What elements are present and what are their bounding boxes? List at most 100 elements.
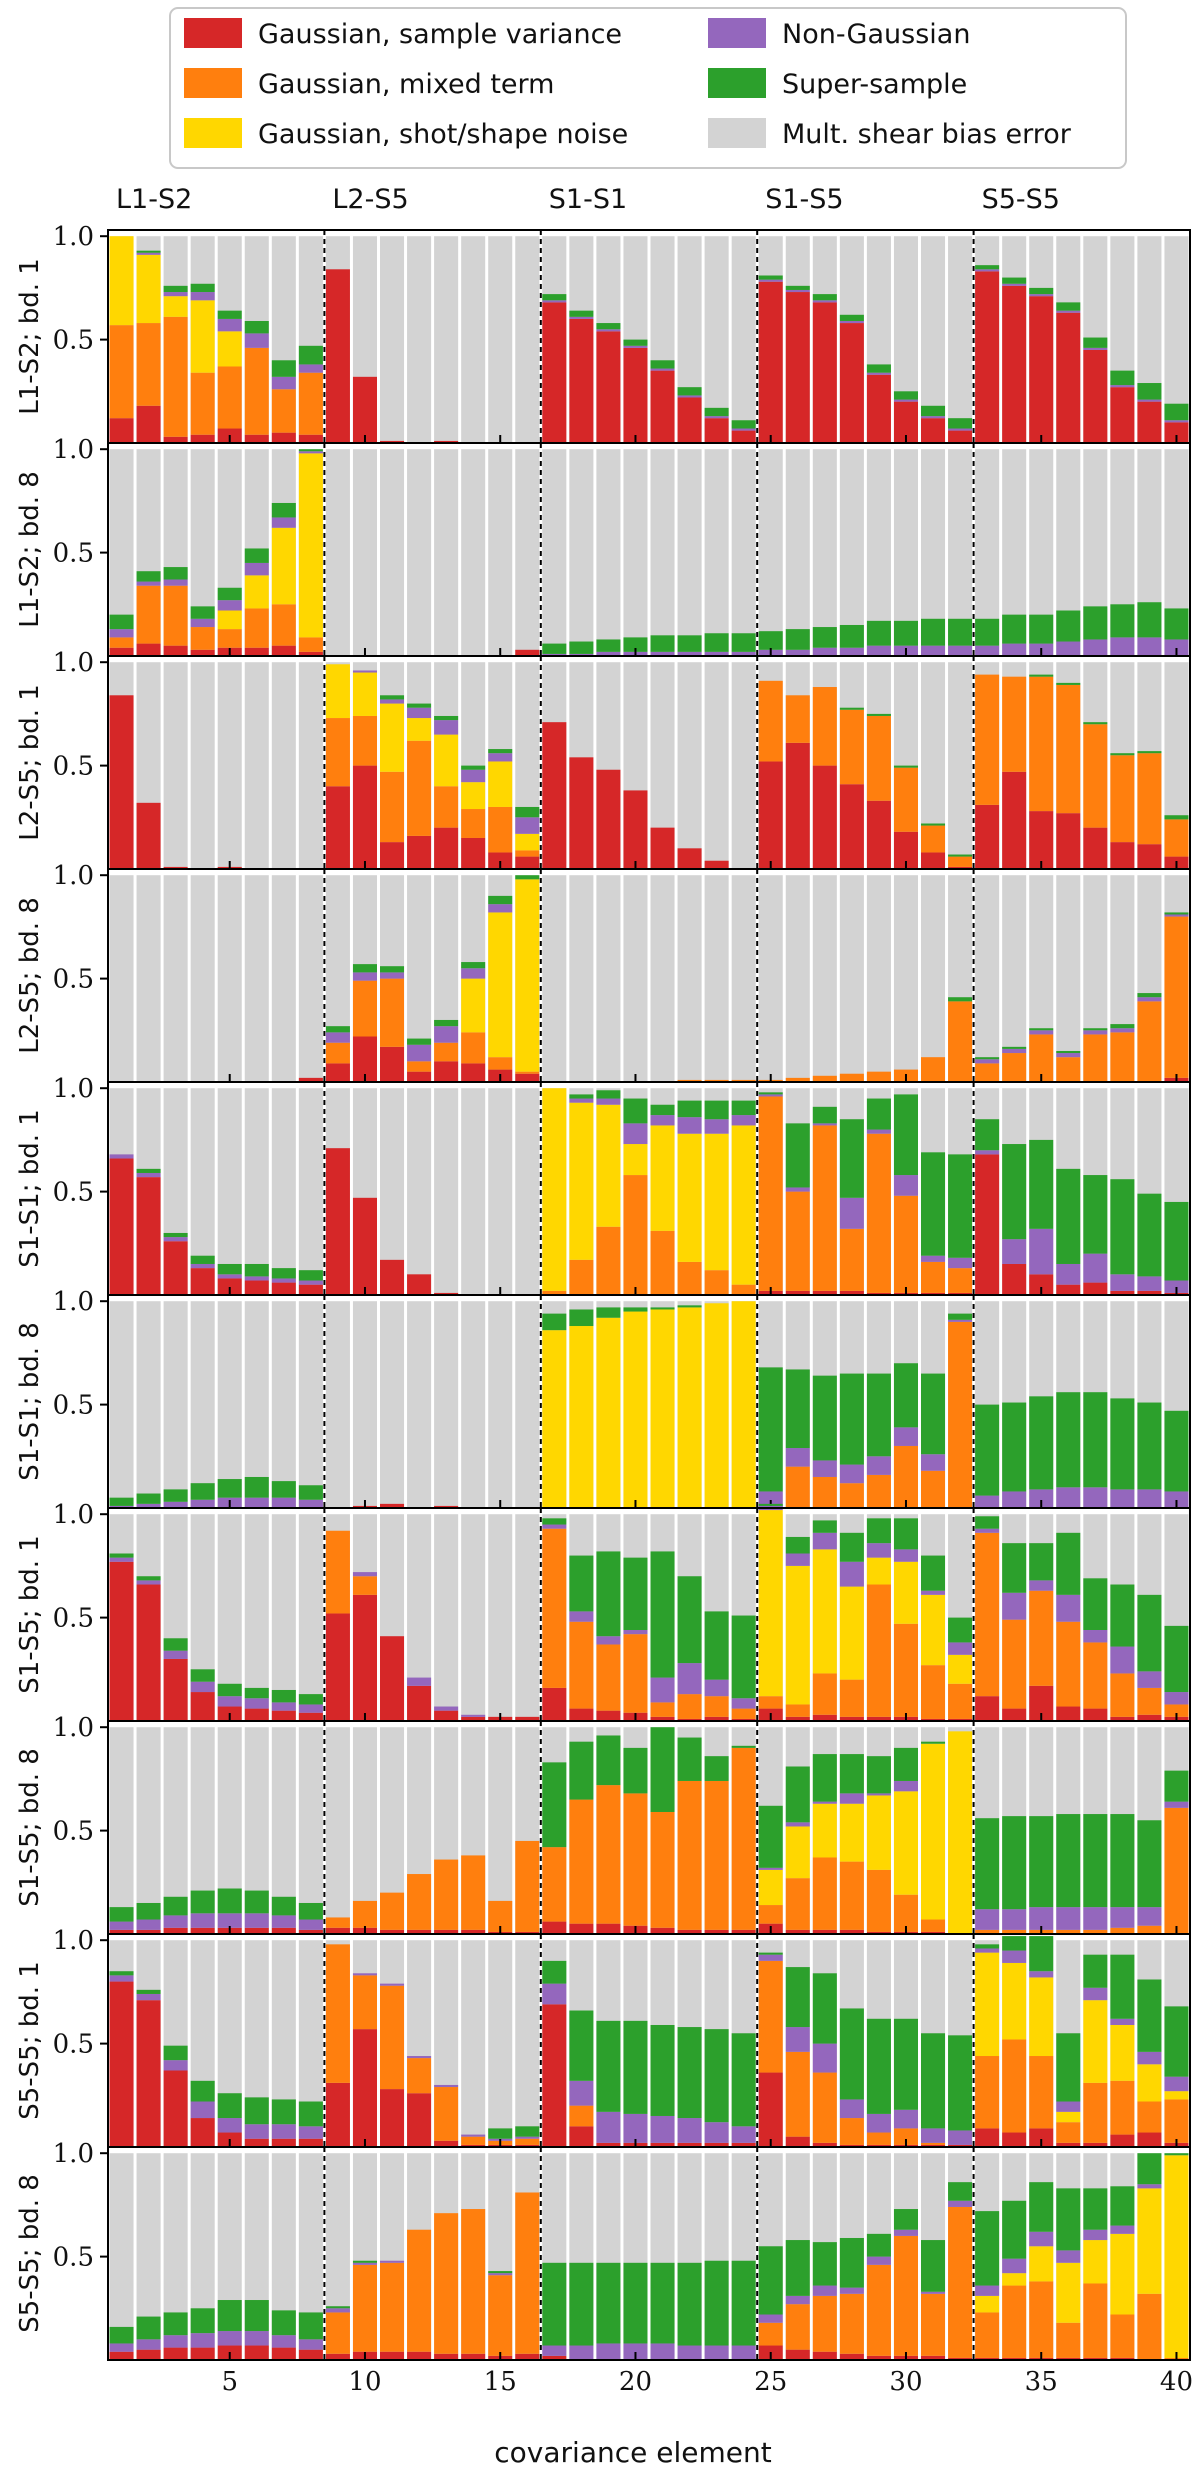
- bar-shear-bias: [109, 2153, 134, 2360]
- bar-supersample: [244, 1263, 269, 1277]
- block-label-L1-S2: L1-S2: [116, 184, 192, 215]
- bar-shear-bias: [407, 449, 432, 656]
- bar-supersample: [1029, 1028, 1054, 1031]
- bar-shear-bias: [948, 662, 973, 869]
- bar-supersample: [839, 2008, 864, 2100]
- bar-nongauss: [217, 600, 242, 611]
- bar-supersample: [1029, 1816, 1054, 1908]
- bar-mixed: [785, 1878, 810, 1930]
- bar-mixed: [1002, 2039, 1027, 2133]
- panel-3: 0.5 1.0 L2-S5; bd. 1: [15, 648, 1191, 870]
- bar-shot: [434, 734, 459, 787]
- bar-supersample: [1137, 602, 1162, 638]
- bar-sample_variance: [244, 2345, 269, 2360]
- bar-shear-bias: [893, 875, 918, 1082]
- bar-supersample: [217, 1888, 242, 1914]
- bar-mixed: [407, 740, 432, 836]
- bar-mixed: [1002, 1619, 1027, 1709]
- bar-nongauss: [839, 320, 864, 324]
- panel-ylabel: S5-S5; bd. 1: [15, 1961, 45, 2120]
- bar-nongauss: [1164, 1801, 1189, 1808]
- bar-nongauss: [1110, 637, 1135, 656]
- bar-nongauss: [893, 1780, 918, 1792]
- bar-mixed: [948, 1683, 973, 1719]
- bar-nongauss: [812, 1460, 837, 1477]
- bar-shear-bias: [461, 1514, 486, 1721]
- bar-supersample: [1110, 1179, 1135, 1275]
- bar-shot: [948, 1731, 973, 1934]
- bar-mixed: [1137, 1687, 1162, 1715]
- bar-shear-bias: [244, 1301, 269, 1508]
- bar-nongauss: [975, 2285, 1000, 2296]
- bar-supersample: [136, 1576, 161, 1581]
- bar-supersample: [975, 2211, 1000, 2286]
- bar-mixed: [380, 2262, 405, 2352]
- bar-nongauss: [1083, 1487, 1108, 1508]
- bar-nongauss: [488, 904, 513, 913]
- bar-shot: [785, 1565, 810, 1705]
- bar-mixed: [515, 1071, 540, 1074]
- bar-shear-bias: [352, 449, 377, 656]
- bar-sample_variance: [380, 842, 405, 869]
- bar-supersample: [704, 2260, 729, 2346]
- bar-mixed: [839, 2118, 864, 2145]
- bar-shot: [812, 1803, 837, 1858]
- bar-supersample: [271, 1268, 296, 1279]
- y-tick-label: 0.5: [53, 2243, 94, 2273]
- bar-supersample: [1002, 1816, 1027, 1910]
- bar-nongauss: [1164, 914, 1189, 917]
- bar-supersample: [1110, 753, 1135, 756]
- bar-nongauss: [1056, 641, 1081, 656]
- bar-supersample: [596, 2020, 621, 2112]
- bar-shot: [921, 1594, 946, 1666]
- bar-mixed: [1002, 1053, 1027, 1082]
- bar-shot: [893, 1561, 918, 1624]
- panel-frame: [107, 1507, 1191, 1722]
- bar-sample_variance: [758, 2072, 783, 2147]
- bar-mixed: [1083, 2283, 1108, 2358]
- panel-5: 0.5 1.0 S1-S1; bd. 1: [15, 1074, 1191, 1296]
- bar-supersample: [1029, 614, 1054, 644]
- bar-sample_variance: [948, 866, 973, 869]
- bar-sample_variance: [1002, 1708, 1027, 1721]
- bar-nongauss: [1164, 1280, 1189, 1293]
- bar-sample_variance: [1029, 1274, 1054, 1295]
- bar-sample_variance: [136, 1177, 161, 1295]
- bar-sample_variance: [785, 1929, 810, 1934]
- bar-mixed: [812, 2072, 837, 2143]
- bar-supersample: [948, 997, 973, 1002]
- bar-supersample: [163, 1896, 188, 1916]
- bar-nongauss: [217, 318, 242, 332]
- bar-nongauss: [1029, 1228, 1054, 1275]
- bar-nongauss: [677, 2118, 702, 2143]
- bar-shear-bias: [569, 449, 594, 656]
- bar-supersample: [1164, 403, 1189, 421]
- bar-supersample: [1110, 1584, 1135, 1647]
- bar-supersample: [948, 1313, 973, 1320]
- bar-sample_variance: [461, 2144, 486, 2147]
- panel-frame: [107, 442, 1191, 657]
- bar-mixed: [1110, 1673, 1135, 1717]
- bar-sample_variance: [866, 2144, 891, 2147]
- y-tick-label: 0.5: [53, 2030, 94, 2060]
- bar-sample_variance: [921, 2144, 946, 2147]
- bar-shot: [650, 1309, 675, 1508]
- bar-supersample: [623, 1557, 648, 1631]
- bar-nongauss: [271, 517, 296, 528]
- bar-supersample: [1002, 1936, 1027, 1951]
- bar-supersample: [677, 1305, 702, 1308]
- bar-sample_variance: [434, 2140, 459, 2147]
- bar-mixed: [136, 585, 161, 644]
- bar-nongauss: [569, 2345, 594, 2360]
- bar-sample_variance: [109, 1158, 134, 1295]
- bar-supersample: [596, 1307, 621, 1318]
- bar-mixed: [380, 771, 405, 843]
- legend: Gaussian, sample variance Gaussian, mixed…: [169, 7, 1127, 169]
- bar-mixed: [812, 1476, 837, 1508]
- bar-supersample: [1002, 2200, 1027, 2259]
- bar-supersample: [217, 1683, 242, 1697]
- bar-mixed: [569, 1799, 594, 1924]
- bar-shear-bias: [271, 1301, 296, 1508]
- bar-mixed: [1164, 2099, 1189, 2143]
- bar-shot: [758, 1869, 783, 1906]
